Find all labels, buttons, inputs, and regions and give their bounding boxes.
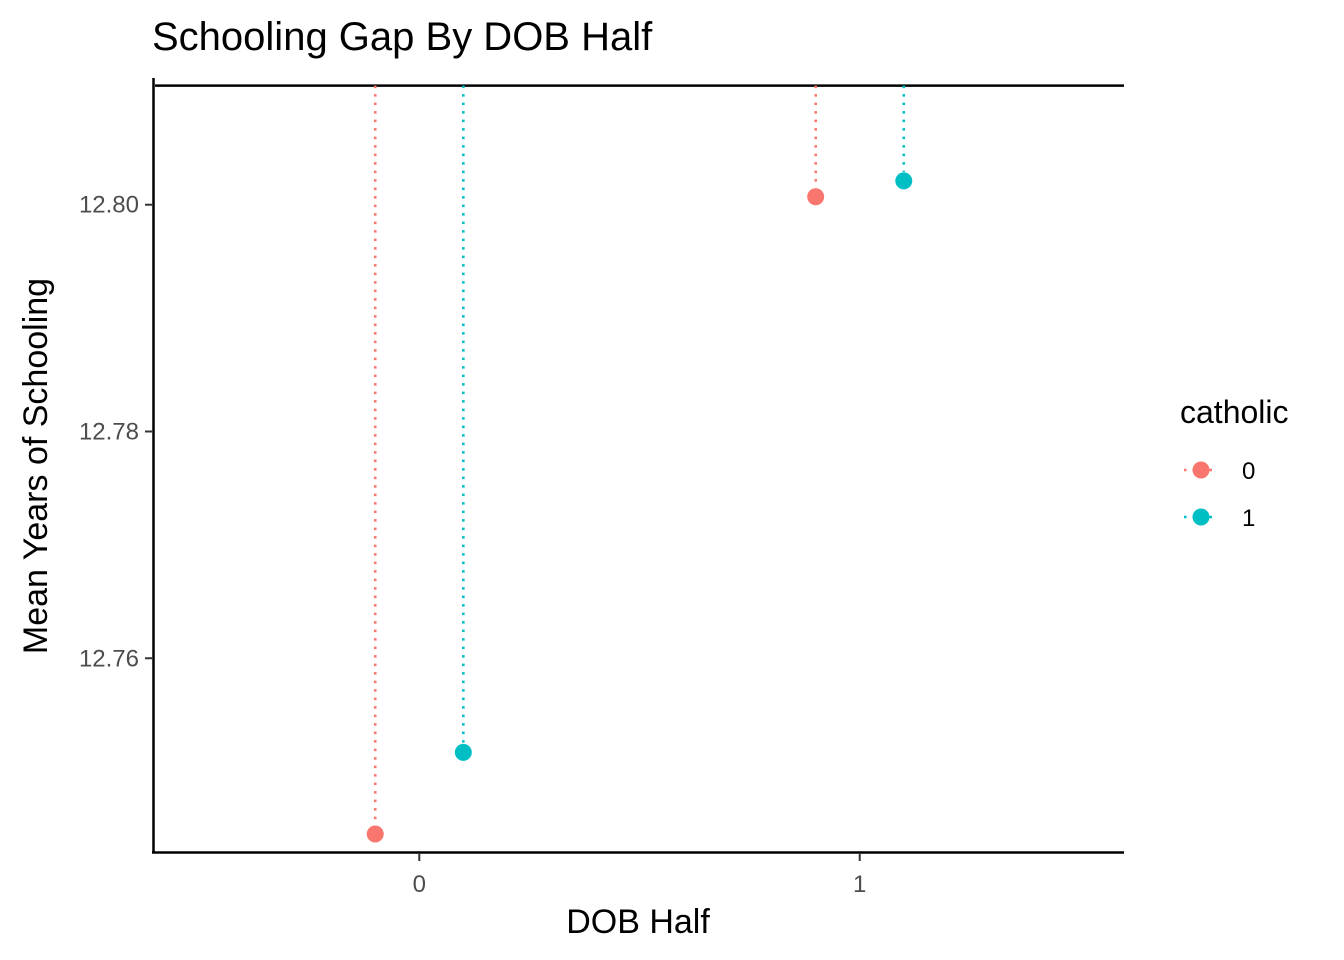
x-axis-title: DOB Half <box>566 903 710 941</box>
chart-title: Schooling Gap By DOB Half <box>152 15 653 59</box>
data-point-series-1-0 <box>454 743 472 761</box>
y-tick-label: 12.76 <box>79 645 139 672</box>
x-tick-label: 0 <box>413 871 426 898</box>
legend-key-point-0 <box>1192 461 1210 479</box>
data-point-series-0-0 <box>366 825 384 843</box>
legend-label-0: 0 <box>1242 458 1255 485</box>
legend-label-1: 1 <box>1242 505 1255 532</box>
y-axis-title: Mean Years of Schooling <box>17 278 55 654</box>
plot-area <box>155 84 1124 843</box>
data-point-series-1-1 <box>895 172 913 190</box>
y-tick-label: 12.78 <box>79 418 139 445</box>
legend: 01 <box>1184 458 1255 532</box>
x-tick-label: 1 <box>853 871 866 898</box>
legend-title: catholic <box>1180 394 1289 430</box>
legend-key-point-1 <box>1192 508 1210 526</box>
y-tick-label: 12.80 <box>79 192 139 219</box>
axis-ticks: 0 1 12.76 12.78 12.80 <box>79 192 866 898</box>
data-point-series-0-1 <box>807 188 825 206</box>
